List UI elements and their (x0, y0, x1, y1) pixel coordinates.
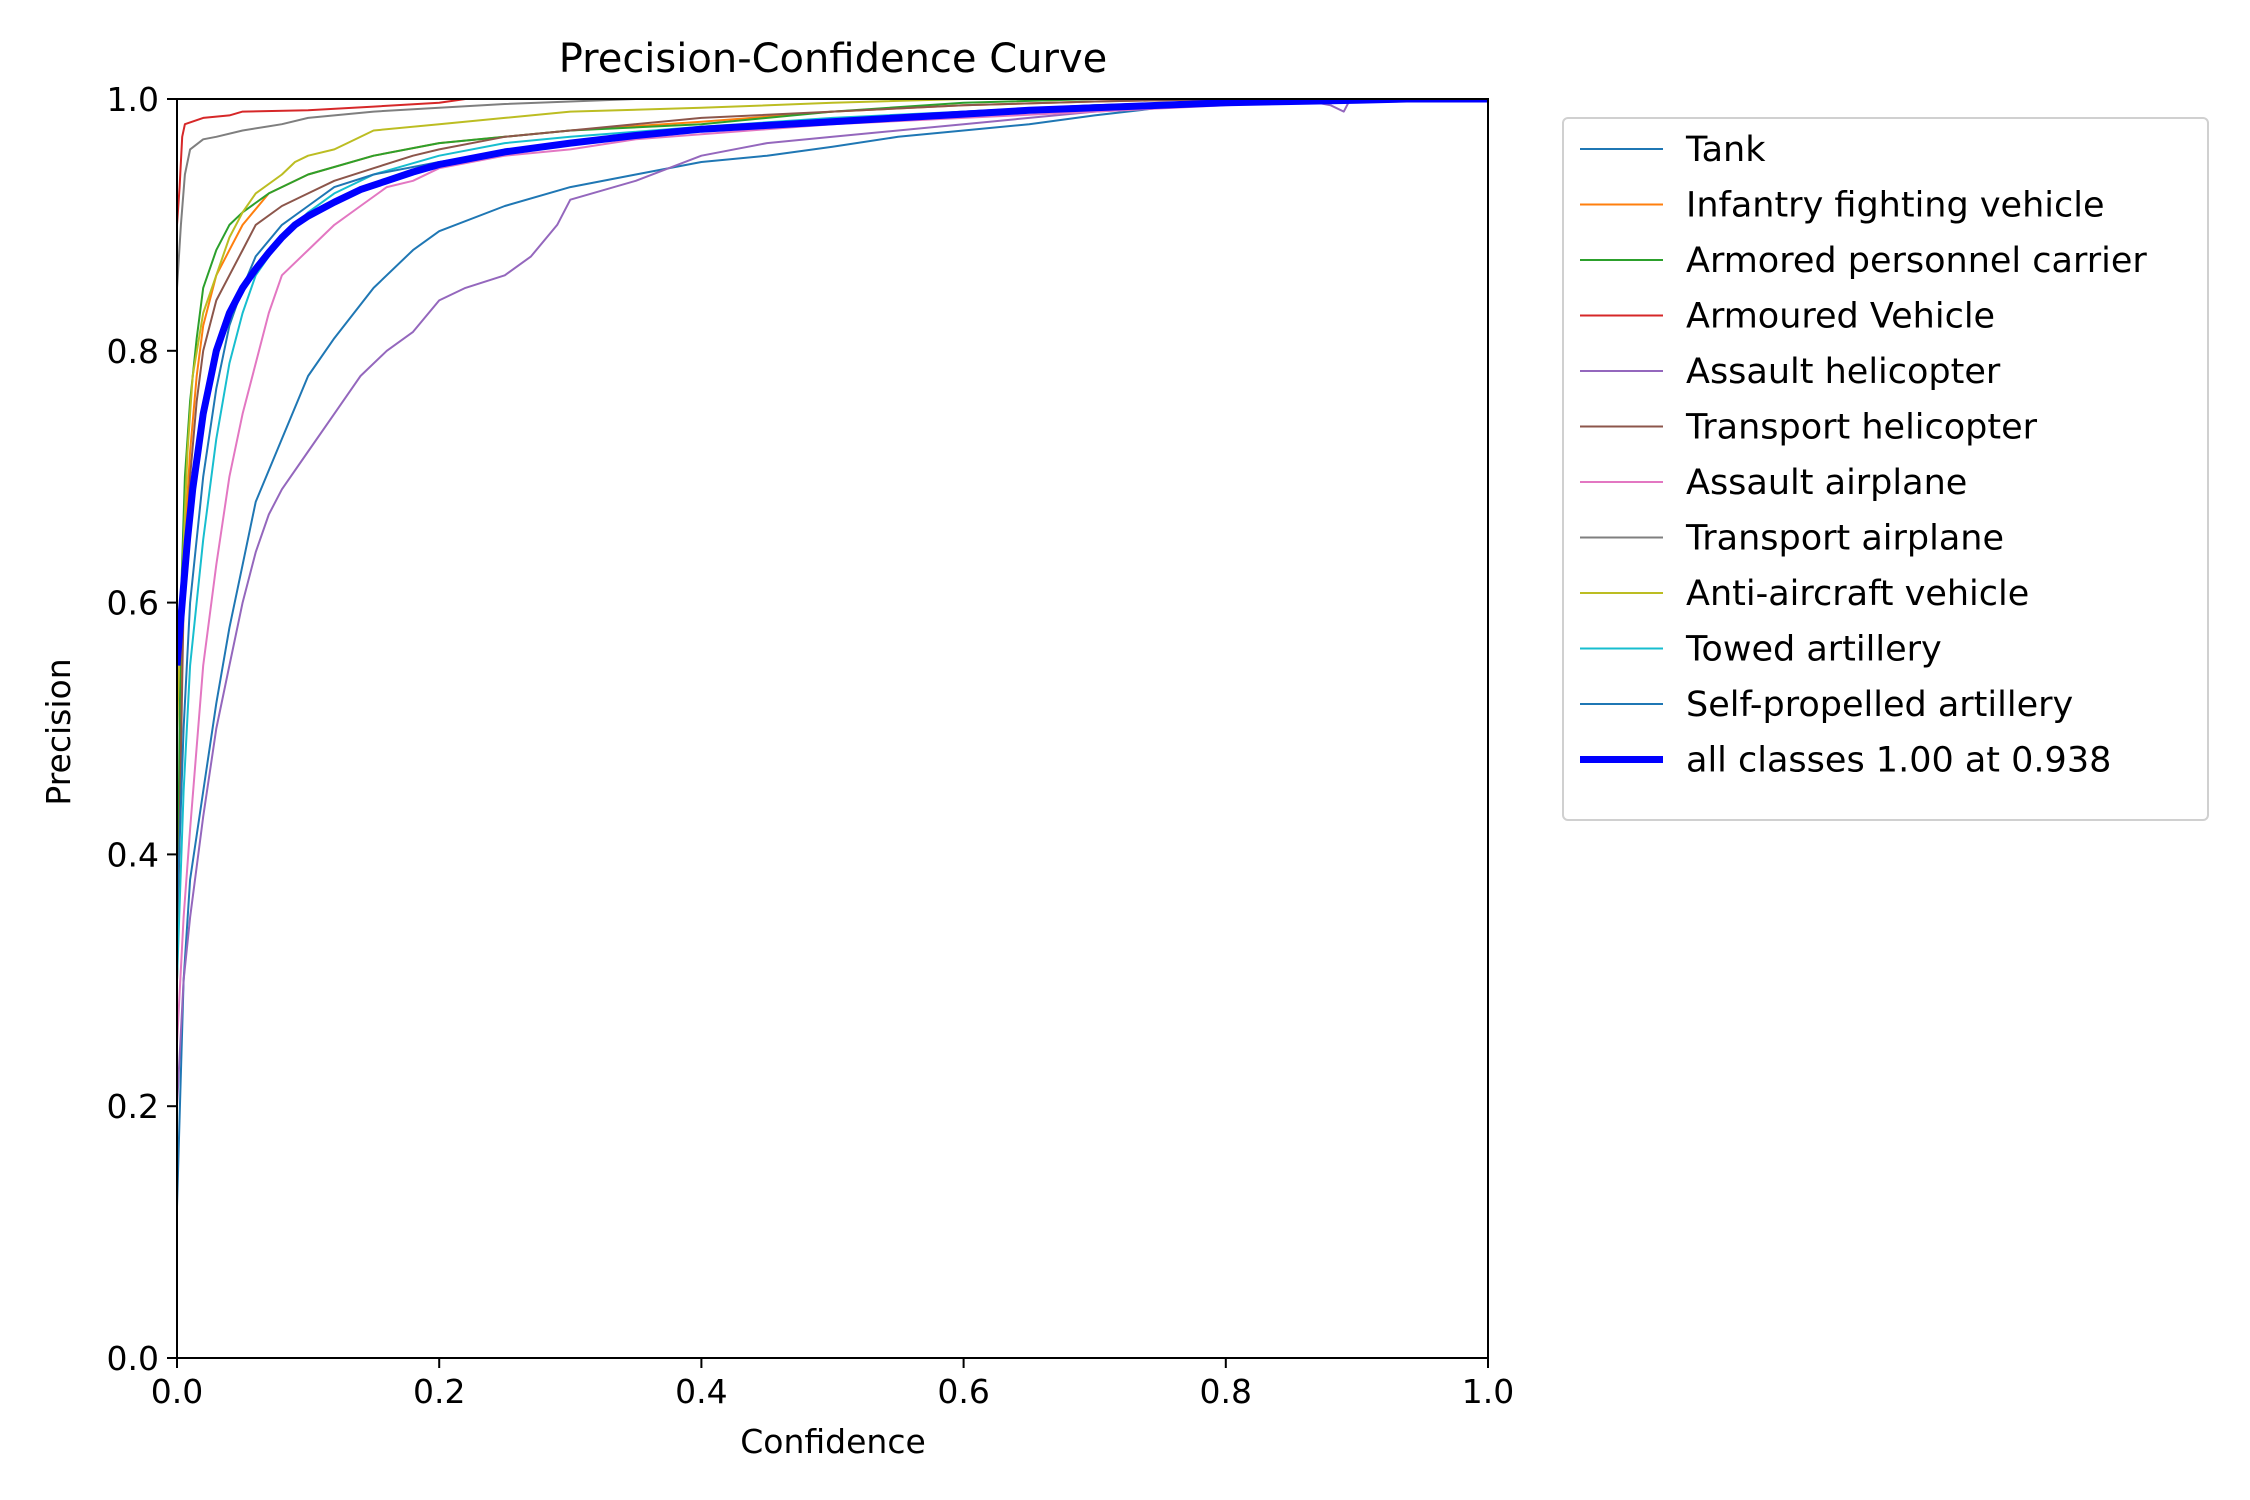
legend-label: Assault helicopter (1686, 352, 2001, 392)
legend-label: Self-propelled artillery (1686, 685, 2073, 725)
legend-label: Tank (1685, 130, 1766, 170)
x-tick-label: 0.2 (413, 1372, 465, 1411)
series-line-5 (177, 99, 1488, 1107)
y-tick-label: 0.4 (107, 835, 159, 874)
series-line-6 (177, 99, 1488, 981)
plot-frame (176, 98, 1489, 1359)
series-line-10 (177, 99, 1488, 981)
series-line-7 (177, 99, 1488, 1044)
x-tick-label: 0.8 (1200, 1372, 1252, 1411)
y-tick-label: 0.8 (107, 332, 159, 371)
y-tick-label: 0.2 (107, 1087, 159, 1126)
legend-label: Transport airplane (1685, 519, 2004, 559)
legend: Tank Infantry fighting vehicle Armored per… (1562, 117, 2209, 821)
x-tick-label: 0.0 (151, 1372, 203, 1411)
legend-label: Transport helicopter (1685, 408, 2038, 448)
legend-label: Armored personnel carrier (1686, 241, 2147, 281)
y-tick-label: 0.0 (107, 1339, 159, 1378)
series-line-9 (177, 99, 1488, 729)
legend-label: Infantry fighting vehicle (1686, 186, 2104, 226)
plot-lines (177, 99, 1488, 1207)
legend-box (1562, 117, 2209, 821)
series-line-12 (177, 99, 1488, 666)
series-line-8 (177, 99, 1488, 288)
series-line-11 (177, 99, 1488, 918)
legend-label: Assault airplane (1686, 463, 1967, 503)
axis-ticks: 0.0 0.2 0.4 0.6 0.8 1.0 0.0 0.2 0.4 0.6 0.8 1.0 (107, 80, 1515, 1411)
series-line-3 (177, 99, 1488, 981)
chart-title: Precision-Confidence Curve (559, 36, 1108, 82)
legend-label: Towed artillery (1685, 630, 1942, 670)
series-line-4 (177, 99, 1488, 225)
x-tick-label: 1.0 (1462, 1372, 1514, 1411)
x-axis-label: Confidence (740, 1422, 926, 1461)
series-line-1 (177, 99, 1488, 1207)
x-tick-label: 0.6 (937, 1372, 989, 1411)
legend-label: Armoured Vehicle (1686, 297, 1995, 337)
y-tick-label: 1.0 (107, 80, 159, 119)
legend-label: all classes 1.00 at 0.938 (1686, 741, 2111, 781)
x-tick-label: 0.4 (675, 1372, 727, 1411)
y-tick-label: 0.6 (107, 584, 159, 623)
series-line-2 (177, 99, 1488, 981)
y-axis-label: Precision (39, 658, 78, 805)
legend-label: Anti-aircraft vehicle (1686, 574, 2029, 614)
